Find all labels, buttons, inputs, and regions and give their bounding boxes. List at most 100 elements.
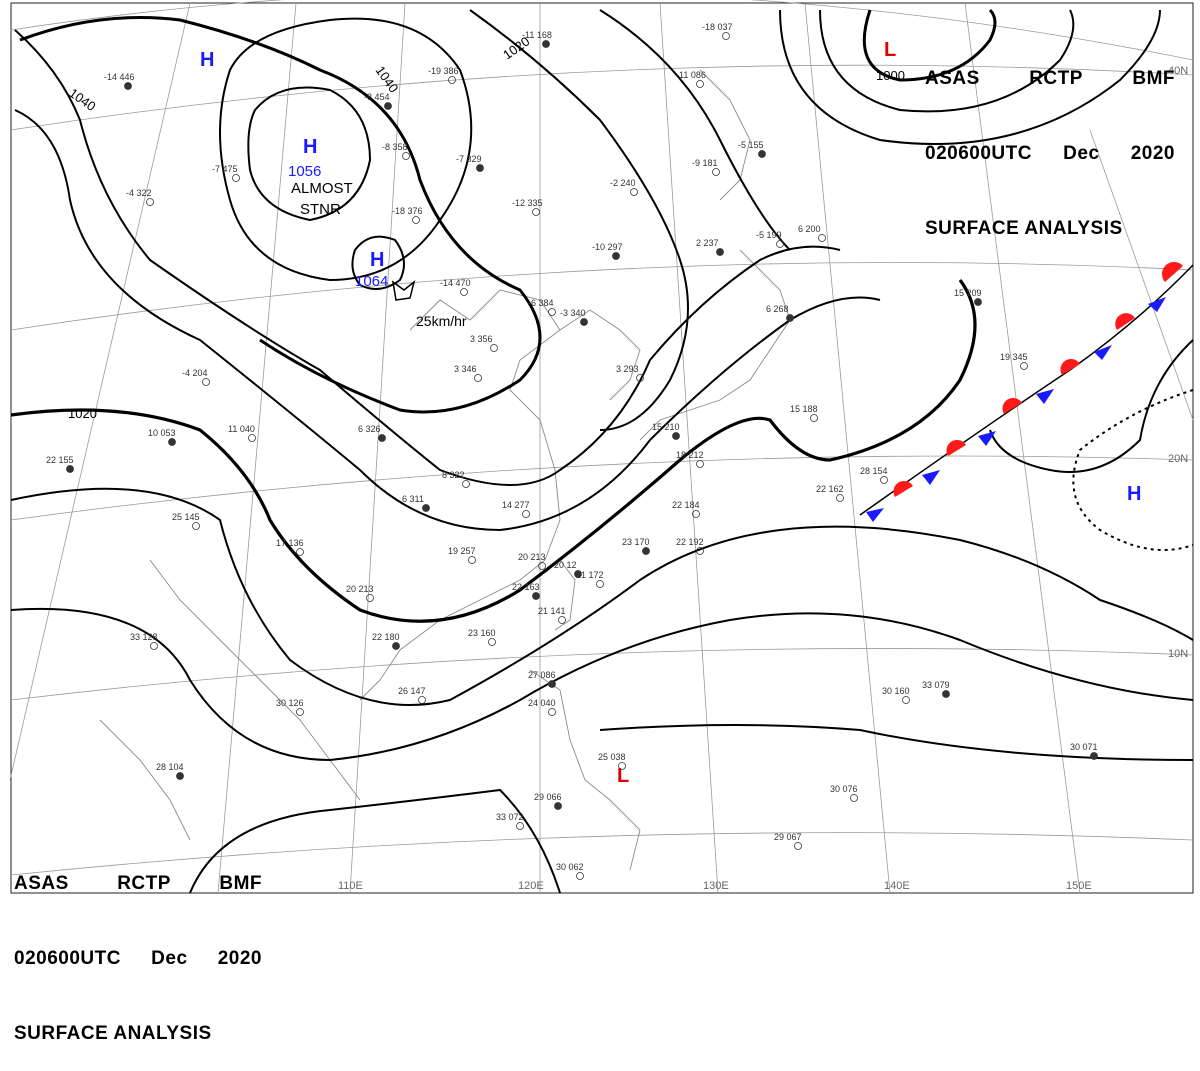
warm-front-marker xyxy=(1161,261,1183,282)
map-border xyxy=(10,2,1194,894)
station-marker xyxy=(490,344,498,352)
sakhalin-coast xyxy=(699,69,751,201)
station-marker xyxy=(548,308,556,316)
lon-label: 130E xyxy=(703,880,729,892)
header-time: 020600UTC xyxy=(925,143,1032,164)
high-main-value: 1056 xyxy=(288,163,321,180)
isobar-1016 xyxy=(10,487,1194,706)
cold-front-marker xyxy=(922,470,940,485)
station-label: 2 237 xyxy=(696,238,719,248)
station-marker xyxy=(942,690,950,698)
header-year: 2020 xyxy=(1130,143,1175,164)
lat-label: 40N xyxy=(1168,65,1188,77)
station-marker xyxy=(538,562,546,570)
station-marker xyxy=(476,164,484,172)
high-main-symbol: H xyxy=(303,136,317,158)
station-marker xyxy=(696,80,704,88)
station-label: 19 257 xyxy=(448,546,476,556)
isobar-label: 1040 xyxy=(373,63,402,95)
station-label: 19 345 xyxy=(1000,352,1028,362)
station-marker xyxy=(558,616,566,624)
isobar-1032 xyxy=(469,9,689,431)
footer-time: 020600UTC xyxy=(14,948,121,969)
station-label: 20 12 xyxy=(554,560,577,570)
station-label: 23 170 xyxy=(622,537,650,547)
isobar-dotted xyxy=(1072,389,1194,551)
station-marker xyxy=(532,208,540,216)
isobar-label: 1040 xyxy=(66,85,98,114)
station-label: -11 168 xyxy=(522,30,552,40)
station-label: -11 086 xyxy=(676,70,706,80)
lon-label: 140E xyxy=(884,880,910,892)
station-label: -10 297 xyxy=(592,242,623,252)
taiwan-coast xyxy=(554,559,576,631)
station-marker xyxy=(974,298,982,306)
parallel-30n xyxy=(10,262,1194,331)
high-second-motion: 25km/hr xyxy=(416,313,467,329)
footer-title-block: ASAS RCTP BMF 020600UTC Dec 2020 SURFACE… xyxy=(14,821,262,1071)
header-line-1: ASAS RCTP BMF xyxy=(925,66,1175,91)
station-label: 25 145 xyxy=(172,512,200,522)
station-label: -14 446 xyxy=(104,72,135,82)
footer-year: 2020 xyxy=(217,948,262,969)
footer-subtitle: SURFACE ANALYSIS xyxy=(14,1023,212,1044)
station-marker xyxy=(192,522,200,530)
station-plots: -14 446 -7 475 -4 322 22 155 25 145 33 128 28 … xyxy=(46,22,1098,880)
station-marker xyxy=(448,76,456,84)
station-label: 20 213 xyxy=(518,552,546,562)
station-label: 3 293 xyxy=(616,364,639,374)
station-label: 27 086 xyxy=(528,670,556,680)
station-label: 24 040 xyxy=(528,698,556,708)
station-label: 30 071 xyxy=(1070,742,1098,752)
isobar-1064 xyxy=(351,235,405,290)
footer-month: Dec xyxy=(151,948,188,969)
station-label: 6 268 xyxy=(766,304,789,314)
station-label: 29 067 xyxy=(774,832,802,842)
station-marker xyxy=(902,696,910,704)
isobar-label: 1020 xyxy=(68,406,97,421)
isobar-1016b xyxy=(989,339,1194,473)
station-label: 30 160 xyxy=(882,686,910,696)
lon-label: 110E xyxy=(338,880,363,892)
footer-line-1: ASAS RCTP BMF xyxy=(14,871,262,896)
china-coast xyxy=(359,289,561,701)
parallel-10n xyxy=(10,648,1194,701)
station-marker xyxy=(712,168,720,176)
station-label: -12 335 xyxy=(512,198,543,208)
high-main-note-2: STNR xyxy=(300,201,341,218)
station-marker xyxy=(810,414,818,422)
high-second-value: 1064 xyxy=(355,273,388,290)
lat-label: 20N xyxy=(1168,453,1188,465)
station-label: -9 181 xyxy=(692,158,718,168)
station-label: 17 136 xyxy=(276,538,304,548)
parallel-40n xyxy=(10,64,1194,131)
footer-center: RCTP xyxy=(117,873,171,894)
station-label: -7 329 xyxy=(456,154,482,164)
station-label: -7 475 xyxy=(212,164,238,174)
station-label: 10 053 xyxy=(148,428,176,438)
station-label: 6 200 xyxy=(798,224,821,234)
station-marker xyxy=(574,570,582,578)
station-marker xyxy=(522,510,530,518)
meridian-150e xyxy=(964,2,1081,894)
station-marker xyxy=(532,592,540,600)
station-marker xyxy=(692,510,700,518)
isobar-1052 xyxy=(219,17,473,282)
station-marker xyxy=(296,708,304,716)
station-marker xyxy=(696,547,704,555)
station-marker xyxy=(150,642,158,650)
station-marker xyxy=(1020,362,1028,370)
graticule xyxy=(9,0,1194,894)
station-marker xyxy=(176,772,184,780)
header-code: BMF xyxy=(1132,68,1175,89)
station-label: 6 311 xyxy=(402,494,424,504)
weather-map: H H 1056 ALMOST STNR H 1064 25km/hr H L … xyxy=(9,0,1194,1044)
isobar-1056 xyxy=(247,86,372,222)
station-label: 6 326 xyxy=(358,424,381,434)
station-marker xyxy=(146,198,154,206)
station-label: 22 155 xyxy=(46,455,74,465)
station-label: 22 184 xyxy=(672,500,700,510)
station-marker xyxy=(296,548,304,556)
station-marker xyxy=(642,547,650,555)
station-marker xyxy=(124,82,132,90)
